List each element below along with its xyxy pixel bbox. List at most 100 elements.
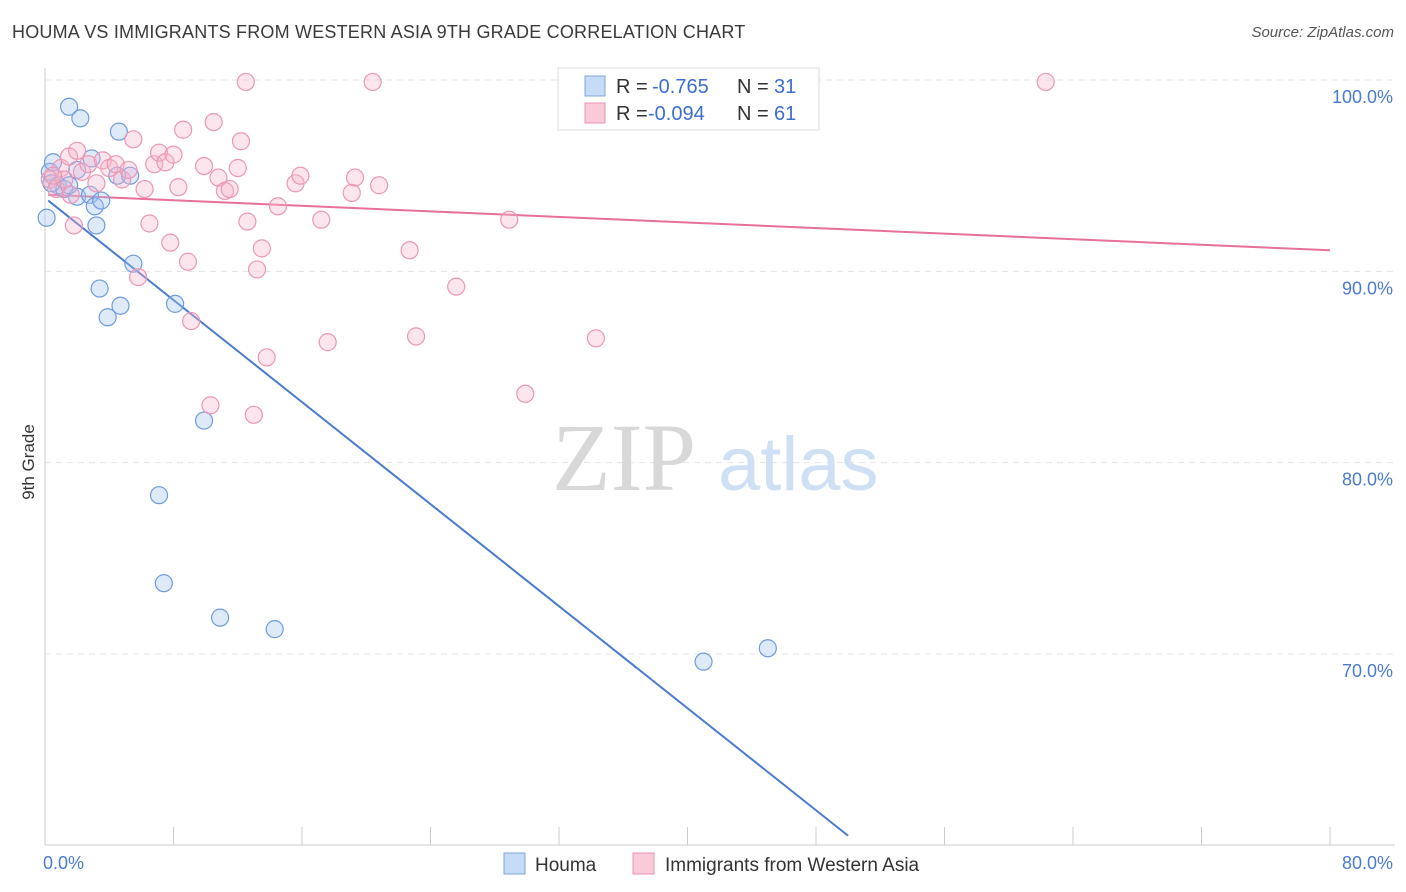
point-houma-4 xyxy=(59,97,79,116)
stats-n-value-immigrants: 61 xyxy=(774,103,796,125)
point-immigrants-14 xyxy=(119,160,138,180)
point-immigrants-59 xyxy=(43,166,63,185)
source-label: Source: ZipAtlas.com xyxy=(1251,24,1394,41)
point-immigrants-29 xyxy=(201,396,220,415)
point-houma-13 xyxy=(92,191,111,210)
point-immigrants-52 xyxy=(500,210,519,229)
point-immigrants-51 xyxy=(447,277,466,296)
trend-line-immigrants xyxy=(48,193,1331,252)
point-immigrants-48 xyxy=(370,176,389,195)
point-immigrants-27 xyxy=(182,311,201,331)
point-immigrants-33 xyxy=(220,179,239,199)
point-houma-24 xyxy=(154,574,173,593)
point-houma-26 xyxy=(265,620,284,639)
stats-legend-swatch-houma xyxy=(584,75,606,97)
point-immigrants-34 xyxy=(228,158,247,178)
point-houma-17 xyxy=(124,254,143,273)
point-houma-23 xyxy=(149,486,169,505)
point-immigrants-18 xyxy=(140,214,159,233)
x-tick-label-1: 80.0% xyxy=(1342,853,1393,873)
point-immigrants-58 xyxy=(1036,72,1055,92)
watermark-atlas: atlas xyxy=(718,422,879,507)
point-immigrants-9 xyxy=(87,174,106,193)
point-immigrants-13 xyxy=(112,170,132,189)
stats-n-value-houma: 31 xyxy=(774,76,796,98)
point-immigrants-24 xyxy=(169,178,188,197)
point-houma-10 xyxy=(80,185,100,204)
point-immigrants-30 xyxy=(204,112,223,132)
point-immigrants-23 xyxy=(164,145,183,164)
point-immigrants-19 xyxy=(145,155,164,174)
axes xyxy=(44,68,1395,846)
point-immigrants-8 xyxy=(79,155,98,174)
legend-label-immigrants: Immigrants from Western Asia xyxy=(665,855,920,876)
point-immigrants-38 xyxy=(247,260,267,279)
point-immigrants-22 xyxy=(161,233,180,252)
point-immigrants-43 xyxy=(291,166,310,185)
point-immigrants-25 xyxy=(174,120,193,139)
point-houma-27 xyxy=(694,652,713,671)
point-immigrants-49 xyxy=(400,241,419,260)
stats-legend-swatch-immigrants xyxy=(584,102,606,124)
point-houma-29 xyxy=(37,208,56,227)
point-immigrants-47 xyxy=(345,168,365,187)
point-houma-21 xyxy=(166,294,185,313)
y-tick-label-1: 80.0% xyxy=(1342,470,1393,490)
point-immigrants-6 xyxy=(68,141,87,160)
legend-swatch-houma xyxy=(503,852,526,875)
trend-line-houma xyxy=(47,199,849,837)
y-tick-label-0: 70.0% xyxy=(1342,661,1393,681)
series-legend: Houma Immigrants from Western Asia xyxy=(503,852,920,876)
point-houma-25 xyxy=(210,608,230,627)
stats-r-label-immigrants: R = xyxy=(616,103,648,125)
watermark: ZIP atlas xyxy=(552,404,879,511)
y-axis-title: 9th Grade xyxy=(19,424,38,500)
point-immigrants-55 xyxy=(236,72,255,92)
data-points xyxy=(37,72,1055,671)
point-immigrants-41 xyxy=(268,197,288,216)
y-tick-label-3: 100.0% xyxy=(1332,87,1393,107)
point-immigrants-40 xyxy=(257,348,276,367)
point-houma-22 xyxy=(194,411,214,430)
tick-labels: 70.0% 80.0% 90.0% 100.0% 0.0% 80.0% xyxy=(43,87,1393,873)
point-houma-18 xyxy=(90,279,109,298)
point-immigrants-54 xyxy=(586,329,606,348)
trend-lines xyxy=(47,193,1331,837)
point-houma-12 xyxy=(87,216,106,235)
point-immigrants-15 xyxy=(124,130,143,149)
grid-lines xyxy=(45,79,1395,655)
chart-title: HOUMA VS IMMIGRANTS FROM WESTERN ASIA 9T… xyxy=(12,22,746,42)
point-immigrants-53 xyxy=(516,384,535,403)
point-immigrants-16 xyxy=(129,267,148,287)
point-immigrants-50 xyxy=(406,327,426,346)
legend-swatch-immigrants xyxy=(632,852,655,875)
x-tick-label-0: 0.0% xyxy=(43,853,84,873)
point-immigrants-26 xyxy=(178,252,198,271)
point-immigrants-20 xyxy=(149,143,169,162)
point-houma-20 xyxy=(111,296,130,315)
legend-label-houma: Houma xyxy=(535,855,597,876)
stats-n-label-immigrants: N = xyxy=(737,103,769,125)
point-houma-5 xyxy=(71,109,90,128)
watermark-zip: ZIP xyxy=(552,404,696,511)
stats-r-value-houma: -0.765 xyxy=(652,76,709,98)
point-immigrants-45 xyxy=(318,333,337,352)
point-immigrants-5 xyxy=(64,216,84,235)
stats-r-value-immigrants: -0.094 xyxy=(648,103,705,125)
point-houma-9 xyxy=(82,149,101,168)
stats-n-label-houma: N = xyxy=(737,76,769,98)
point-immigrants-37 xyxy=(244,405,263,424)
stats-legend: R = -0.765 N = 31 R = -0.094 N = 61 xyxy=(557,67,820,131)
point-immigrants-36 xyxy=(238,212,257,231)
point-immigrants-3 xyxy=(55,170,74,189)
point-houma-28 xyxy=(758,639,777,658)
point-immigrants-28 xyxy=(194,157,214,176)
point-immigrants-44 xyxy=(312,210,331,229)
point-immigrants-56 xyxy=(363,72,382,92)
point-immigrants-35 xyxy=(231,132,251,151)
y-tick-label-2: 90.0% xyxy=(1342,278,1393,298)
point-immigrants-60 xyxy=(61,185,80,204)
stats-r-label-houma: R = xyxy=(616,76,648,98)
point-houma-19 xyxy=(98,308,117,327)
